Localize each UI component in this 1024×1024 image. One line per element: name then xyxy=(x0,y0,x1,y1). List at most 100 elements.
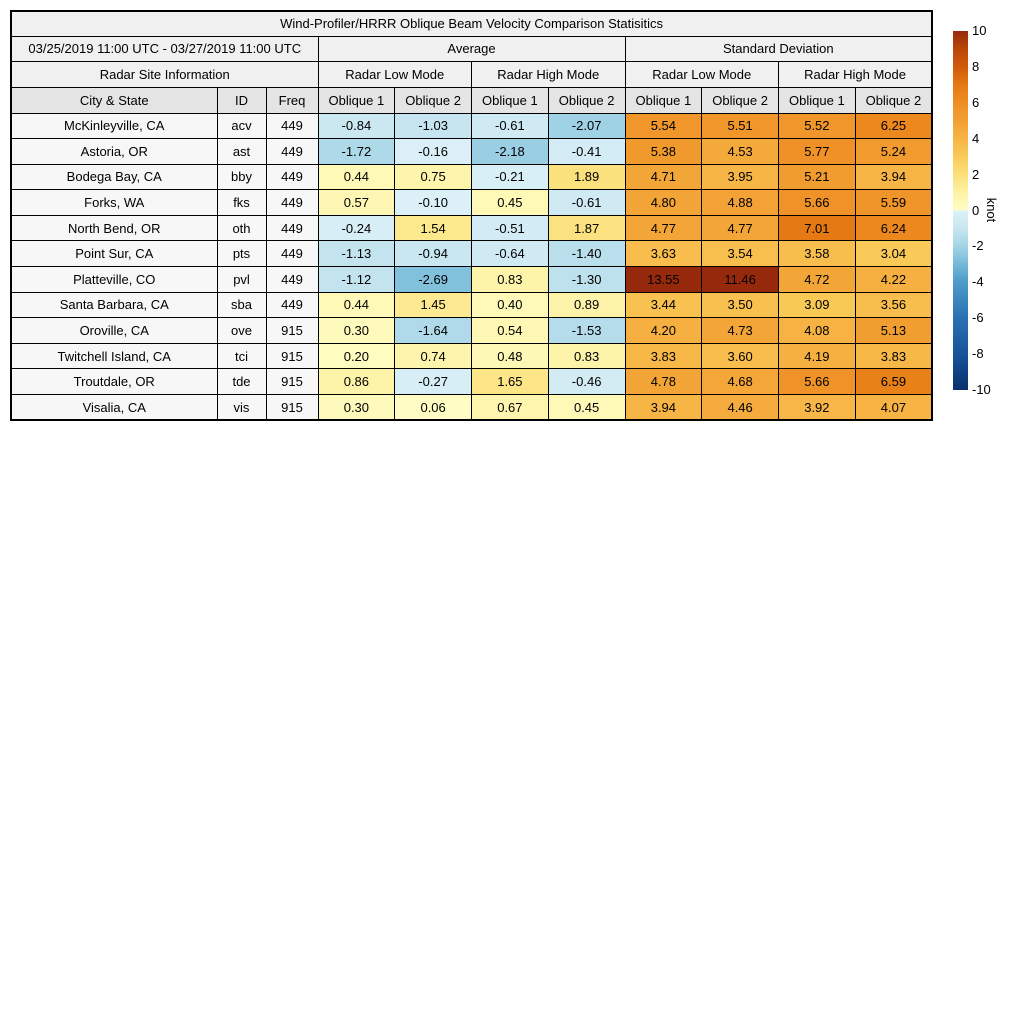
city-cell: North Bend, OR xyxy=(10,214,218,242)
value-cell: -0.41 xyxy=(547,138,626,165)
value-cell: -0.21 xyxy=(471,163,549,191)
value-cell: -0.24 xyxy=(317,214,396,242)
value-cell: 0.06 xyxy=(394,394,472,421)
value-cell: 0.75 xyxy=(394,163,472,191)
value-cell: -1.40 xyxy=(547,240,626,268)
value-cell: 4.78 xyxy=(624,368,703,396)
city-cell: Platteville, CO xyxy=(10,266,218,293)
value-cell: 0.57 xyxy=(317,189,396,216)
header-avg-high-oblique2: Oblique 2 xyxy=(547,86,626,114)
value-cell: -0.46 xyxy=(547,368,626,396)
colorbar-tick-label: -8 xyxy=(972,346,984,362)
header-freq: Freq xyxy=(265,86,319,114)
value-cell: 4.77 xyxy=(624,214,703,242)
table-row: Bodega Bay, CA bby 449 0.44 0.75 -0.21 1.89 4.7… xyxy=(10,163,933,191)
colorbar-tick-label: -6 xyxy=(972,310,984,326)
colorbar-tick-label: -2 xyxy=(972,238,984,254)
value-cell: -1.13 xyxy=(317,240,396,268)
column-header-row: City & State ID Freq Oblique 1 Oblique 2… xyxy=(10,86,933,114)
value-cell: -1.72 xyxy=(317,138,396,165)
value-cell: 5.54 xyxy=(624,112,703,140)
value-cell: 3.83 xyxy=(854,342,933,370)
id-cell: fks xyxy=(216,189,267,216)
value-cell: 3.92 xyxy=(778,394,856,421)
value-cell: 0.30 xyxy=(317,394,396,421)
colorbar-tick-label: -10 xyxy=(972,382,991,397)
value-cell: 5.52 xyxy=(778,112,856,140)
freq-cell: 915 xyxy=(265,317,319,344)
table-row: Forks, WA fks 449 0.57 -0.10 0.45 -0.61 4.80 4.8… xyxy=(10,189,933,216)
header-avg-high-mode: Radar High Mode xyxy=(471,60,626,88)
colorbar-tick-label: 6 xyxy=(972,94,980,110)
value-cell: 7.01 xyxy=(778,214,856,242)
id-cell: sba xyxy=(216,291,267,319)
table-row: North Bend, OR oth 449 -0.24 1.54 -0.51 1.87 4.… xyxy=(10,214,933,242)
value-cell: -1.12 xyxy=(317,266,396,293)
header-std-low-oblique2: Oblique 2 xyxy=(701,86,779,114)
colorbar-tick-label: 8 xyxy=(972,58,980,74)
value-cell: 1.45 xyxy=(394,291,472,319)
city-cell: Twitchell Island, CA xyxy=(10,342,218,370)
table-row: Astoria, OR ast 449 -1.72 -0.16 -2.18 -0.41 5.3… xyxy=(10,138,933,165)
value-cell: 4.72 xyxy=(778,266,856,293)
value-cell: 3.63 xyxy=(624,240,703,268)
value-cell: 5.66 xyxy=(778,189,856,216)
value-cell: 0.20 xyxy=(317,342,396,370)
value-cell: 0.83 xyxy=(547,342,626,370)
page-title: Wind-Profiler/HRRR Oblique Beam Velocity… xyxy=(10,10,933,37)
stats-table: Wind-Profiler/HRRR Oblique Beam Velocity… xyxy=(10,10,934,422)
value-cell: 0.40 xyxy=(471,291,549,319)
table-row: McKinleyville, CA acv 449 -0.84 -1.03 -0.61 -2… xyxy=(10,112,933,140)
header-standard-deviation: Standard Deviation xyxy=(624,35,933,62)
value-cell: 5.59 xyxy=(854,189,933,216)
header-std-high-oblique2: Oblique 2 xyxy=(854,86,933,114)
freq-cell: 449 xyxy=(265,112,319,140)
freq-cell: 449 xyxy=(265,214,319,242)
header-std-high-mode: Radar High Mode xyxy=(778,60,933,88)
title-row: Wind-Profiler/HRRR Oblique Beam Velocity… xyxy=(10,10,933,37)
value-cell: -1.03 xyxy=(394,112,472,140)
city-cell: Astoria, OR xyxy=(10,138,218,165)
value-cell: 3.95 xyxy=(701,163,779,191)
freq-cell: 449 xyxy=(265,163,319,191)
header-average: Average xyxy=(317,35,626,62)
value-cell: 11.46 xyxy=(701,266,779,293)
table-row: Visalia, CA vis 915 0.30 0.06 0.67 0.45 3.94 4.4… xyxy=(10,394,933,421)
value-cell: 4.20 xyxy=(624,317,703,344)
value-cell: 0.45 xyxy=(547,394,626,421)
table-row: Twitchell Island, CA tci 915 0.20 0.74 0.48 0.… xyxy=(10,342,933,370)
id-cell: bby xyxy=(216,163,267,191)
colorbar-tick-label: 10 xyxy=(972,23,987,38)
colorbar-tick-label: 0 xyxy=(972,202,980,218)
value-cell: 3.83 xyxy=(624,342,703,370)
value-cell: 4.07 xyxy=(854,394,933,421)
value-cell: 0.67 xyxy=(471,394,549,421)
value-cell: 3.60 xyxy=(701,342,779,370)
value-cell: -0.84 xyxy=(317,112,396,140)
city-cell: Visalia, CA xyxy=(10,394,218,421)
value-cell: -1.53 xyxy=(547,317,626,344)
value-cell: 4.71 xyxy=(624,163,703,191)
value-cell: 4.80 xyxy=(624,189,703,216)
id-cell: ast xyxy=(216,138,267,165)
value-cell: 6.25 xyxy=(854,112,933,140)
value-cell: 3.94 xyxy=(624,394,703,421)
value-cell: 5.24 xyxy=(854,138,933,165)
value-cell: 0.30 xyxy=(317,317,396,344)
value-cell: 5.51 xyxy=(701,112,779,140)
header-city-state: City & State xyxy=(10,86,218,114)
value-cell: -2.18 xyxy=(471,138,549,165)
header-avg-low-mode: Radar Low Mode xyxy=(317,60,472,88)
value-cell: -0.10 xyxy=(394,189,472,216)
value-cell: 3.54 xyxy=(701,240,779,268)
value-cell: 6.24 xyxy=(854,214,933,242)
table-row: Platteville, CO pvl 449 -1.12 -2.69 0.83 -1.30… xyxy=(10,266,933,293)
value-cell: -0.61 xyxy=(547,189,626,216)
value-cell: 4.73 xyxy=(701,317,779,344)
value-cell: 4.08 xyxy=(778,317,856,344)
city-cell: Oroville, CA xyxy=(10,317,218,344)
table-body: McKinleyville, CA acv 449 -0.84 -1.03 -0.61 -2… xyxy=(10,112,933,421)
freq-cell: 915 xyxy=(265,342,319,370)
value-cell: -2.69 xyxy=(394,266,472,293)
